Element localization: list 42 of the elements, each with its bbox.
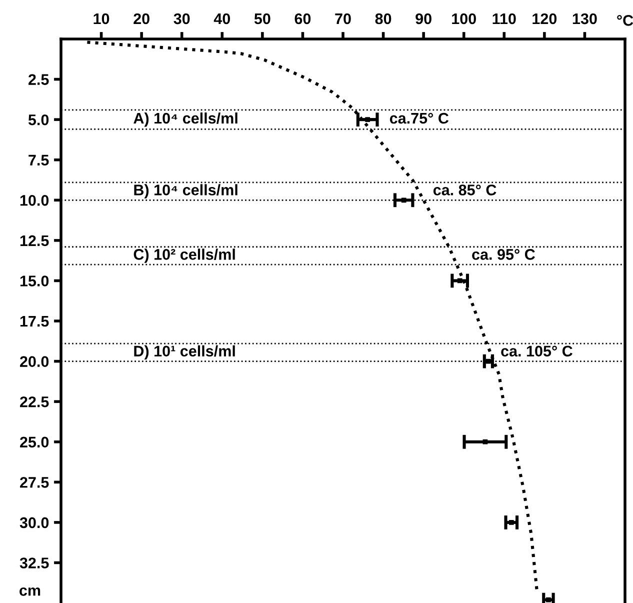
annotation: ca. 105° C: [501, 346, 572, 357]
annotation: D) 10¹ cells/ml: [134, 345, 235, 360]
annotation: ca. 85° C: [433, 184, 496, 196]
annotation: C) 10² cells/ml: [134, 248, 235, 263]
y-tick-label: 2.5: [28, 74, 49, 85]
point: [365, 117, 370, 122]
x-tick-label: 30: [174, 13, 190, 24]
y-tick-label: 22.5: [20, 396, 49, 408]
point: [457, 278, 462, 284]
point: [508, 520, 514, 525]
x-tick-label: 100: [452, 13, 476, 24]
x-tick-label: 50: [254, 13, 270, 24]
x-tick-label: 90: [416, 13, 432, 24]
annotation: A) 10⁴ cells/ml: [134, 112, 238, 127]
y-tick-label: 5.0: [28, 114, 49, 126]
annotation: ca.75° C: [390, 112, 449, 124]
y-tick-label: 30.0: [20, 517, 49, 528]
y-tick-label: 7.5: [28, 154, 49, 166]
y-axis-title: cm: [20, 587, 40, 596]
x-tick-label: 120: [532, 13, 557, 24]
y-tick-label: 15.0: [20, 276, 49, 286]
y-tick-label: 12.5: [20, 235, 49, 246]
y-tick-label: 32.5: [20, 558, 49, 568]
x-tick-label: 110: [492, 13, 516, 24]
y-tick-label: 10.0: [20, 195, 49, 206]
x-tick-label: 40: [214, 13, 230, 24]
annotation: ca. 95° C: [472, 249, 535, 260]
point: [482, 439, 488, 444]
x-tick-label: 130: [572, 13, 597, 24]
x-axis-title: °C: [617, 15, 633, 26]
annotation: B) 10⁴ cells/ml: [134, 184, 238, 198]
y-tick-label: 17.5: [20, 316, 49, 327]
x-tick-label: 20: [134, 13, 150, 24]
y-tick-label: 20.0: [20, 356, 49, 367]
y-tick-label: 27.5: [20, 477, 49, 488]
point: [401, 198, 406, 203]
point: [546, 597, 551, 602]
x-tick-label: 60: [294, 13, 311, 24]
x-tick-label: 80: [375, 13, 392, 24]
x-tick-label: 10: [94, 13, 110, 24]
y-tick-label: 25.0: [20, 436, 49, 448]
x-tick-label: 70: [335, 13, 351, 24]
